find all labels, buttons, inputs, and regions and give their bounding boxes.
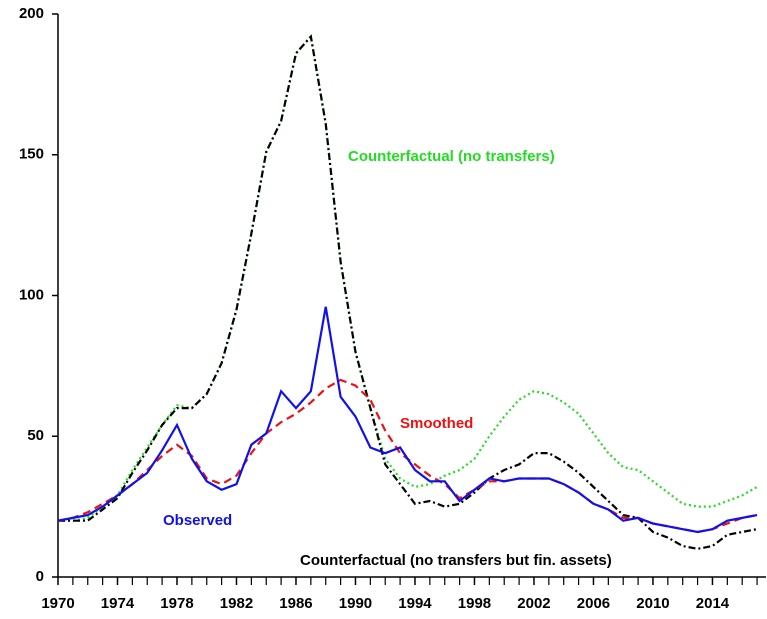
x-tick-label: 2002 <box>517 595 550 612</box>
x-tick-label: 1970 <box>41 595 74 612</box>
x-tick-label: 1994 <box>398 595 432 612</box>
y-tick-label: 150 <box>19 146 44 163</box>
x-tick-label: 1974 <box>101 595 135 612</box>
series-label: Counterfactual (no transfers but fin. as… <box>300 552 612 569</box>
series-label: Smoothed <box>400 415 473 432</box>
x-tick-label: 2006 <box>577 595 610 612</box>
y-tick-label: 50 <box>27 427 44 444</box>
series-label: Observed <box>163 512 232 529</box>
y-tick-label: 0 <box>36 568 44 585</box>
series-line <box>58 34 758 550</box>
series-label: Counterfactual (no transfers) <box>348 148 555 165</box>
y-tick-label: 200 <box>19 5 44 22</box>
x-tick-label: 1990 <box>339 595 372 612</box>
x-tick-label: 1982 <box>220 595 253 612</box>
x-tick-label: 1978 <box>160 595 193 612</box>
series-line <box>58 34 758 522</box>
series-line <box>57 378 758 534</box>
x-tick-label: 1998 <box>458 595 491 612</box>
y-tick-label: 100 <box>19 286 44 303</box>
series-line <box>57 306 758 534</box>
x-tick-label: 2014 <box>696 595 730 612</box>
x-tick-label: 2010 <box>636 595 669 612</box>
x-tick-label: 1986 <box>279 595 312 612</box>
